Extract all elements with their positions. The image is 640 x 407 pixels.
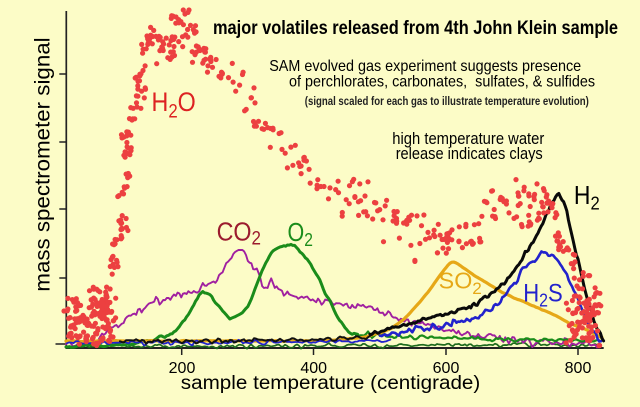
svg-text:SAM evolved gas experiment sug: SAM evolved gas experiment suggests pres…	[269, 58, 581, 75]
svg-text:400: 400	[300, 360, 327, 377]
svg-text:mass spectrometer signal: mass spectrometer signal	[30, 37, 54, 291]
svg-text:(signal scaled for each gas to: (signal scaled for each gas to illustrat…	[305, 94, 589, 108]
svg-text:major volatiles released from: major volatiles released from 4th John K…	[213, 18, 618, 39]
svg-text:release indicates clays: release indicates clays	[396, 145, 543, 163]
svg-text:600: 600	[433, 360, 460, 377]
svg-text:200: 200	[169, 360, 196, 377]
svg-text:sample temperature (centigrade: sample temperature (centigrade)	[181, 373, 481, 394]
svg-text:H2: H2	[574, 182, 600, 214]
svg-text:high temperature water: high temperature water	[392, 130, 544, 148]
svg-text:800: 800	[565, 360, 592, 377]
svg-text:of perchlorates, carbonates,: of perchlorates, carbonates, sulfates, &…	[289, 74, 595, 91]
